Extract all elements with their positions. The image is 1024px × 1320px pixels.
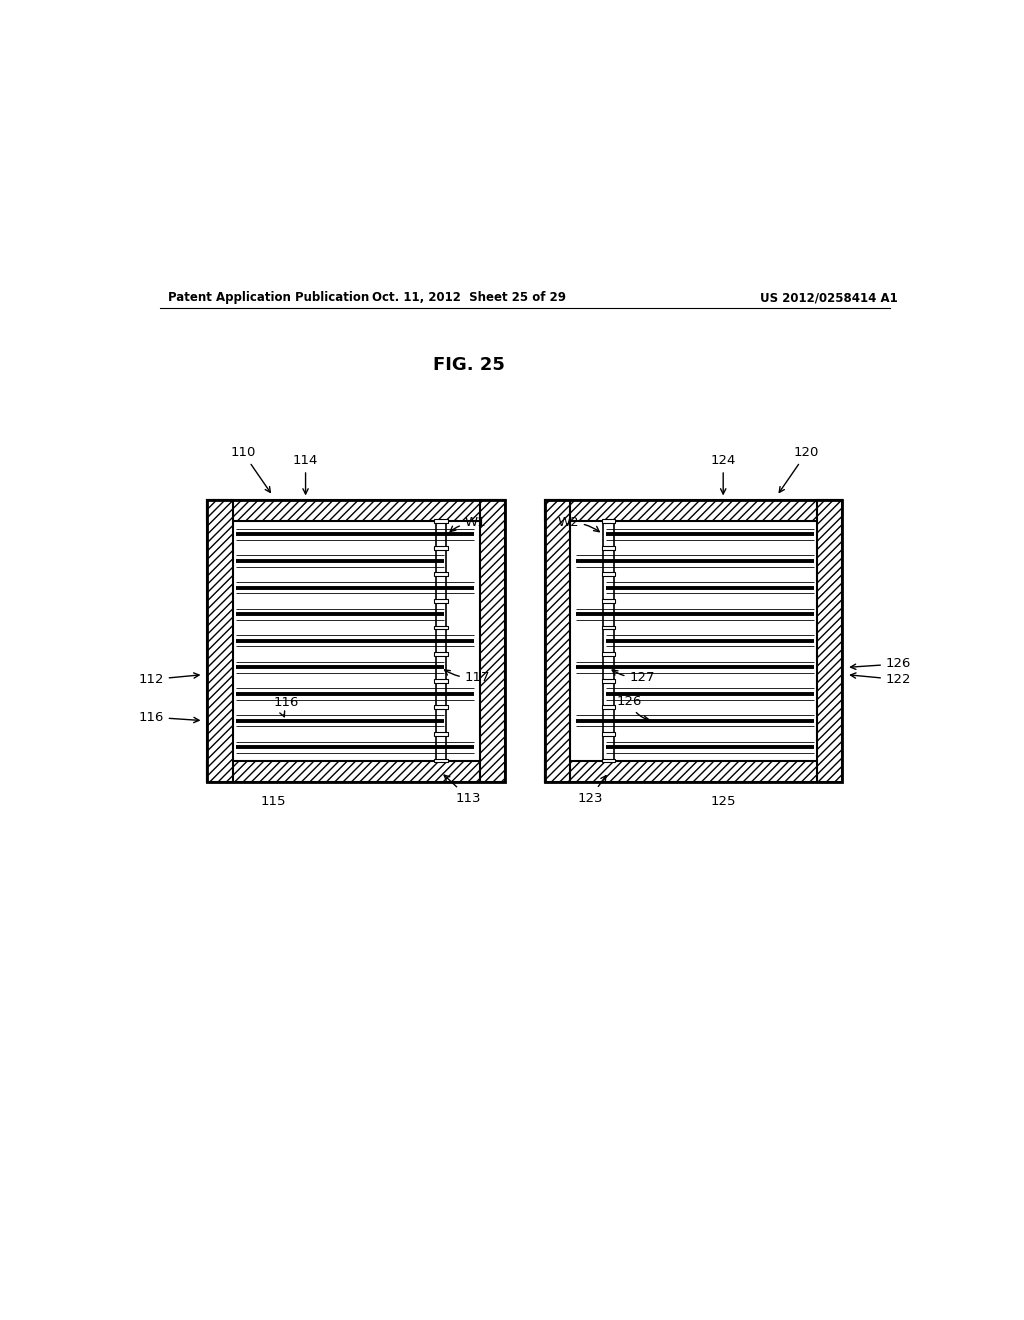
Text: 127: 127 <box>612 671 655 684</box>
Text: US 2012/0258414 A1: US 2012/0258414 A1 <box>760 292 898 304</box>
Bar <box>434 652 447 656</box>
Bar <box>602 678 615 682</box>
Bar <box>434 626 447 630</box>
Bar <box>207 500 232 781</box>
Bar <box>602 545 615 549</box>
Text: Patent Application Publication: Patent Application Publication <box>168 292 369 304</box>
Text: Oct. 11, 2012  Sheet 25 of 29: Oct. 11, 2012 Sheet 25 of 29 <box>373 292 566 304</box>
Bar <box>817 500 842 781</box>
Bar <box>545 500 570 781</box>
Bar <box>602 705 615 709</box>
Bar <box>545 500 843 521</box>
Text: 117: 117 <box>444 669 490 684</box>
Text: 116: 116 <box>138 710 199 723</box>
Bar <box>207 760 505 781</box>
Bar <box>479 500 505 781</box>
Bar <box>602 626 615 630</box>
Text: 123: 123 <box>578 776 606 804</box>
Bar <box>545 500 570 781</box>
Text: 114: 114 <box>293 454 318 494</box>
Bar <box>602 519 615 523</box>
Bar <box>207 500 505 781</box>
Bar <box>434 573 447 576</box>
Text: 125: 125 <box>711 795 736 808</box>
Text: 120: 120 <box>779 446 819 492</box>
Bar <box>434 733 447 735</box>
Text: 124: 124 <box>711 454 736 494</box>
Bar <box>602 573 615 576</box>
Text: 122: 122 <box>851 673 911 686</box>
Text: 110: 110 <box>230 446 270 492</box>
Text: 115: 115 <box>260 795 286 808</box>
Text: W2: W2 <box>557 516 599 532</box>
Text: 112: 112 <box>138 673 199 686</box>
Bar <box>479 500 505 781</box>
Bar <box>207 500 505 521</box>
Bar <box>434 678 447 682</box>
Bar <box>207 760 505 781</box>
Bar <box>207 500 505 521</box>
Bar <box>545 500 843 781</box>
Bar <box>602 733 615 735</box>
Text: W1: W1 <box>451 516 486 532</box>
Bar <box>434 599 447 603</box>
Bar <box>434 545 447 549</box>
Bar <box>602 652 615 656</box>
Bar <box>434 759 447 763</box>
Bar <box>434 519 447 523</box>
Bar <box>602 599 615 603</box>
Text: 126: 126 <box>616 694 649 721</box>
Text: 126: 126 <box>851 657 911 671</box>
Bar <box>817 500 842 781</box>
Bar <box>434 705 447 709</box>
Bar <box>545 760 843 781</box>
Bar <box>545 760 843 781</box>
Text: 113: 113 <box>444 775 481 804</box>
Bar <box>207 500 232 781</box>
Text: 116: 116 <box>273 696 299 717</box>
Text: FIG. 25: FIG. 25 <box>433 356 505 374</box>
Bar <box>602 759 615 763</box>
Bar <box>545 500 843 521</box>
